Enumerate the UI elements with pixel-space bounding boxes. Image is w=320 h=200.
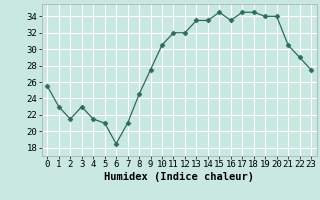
X-axis label: Humidex (Indice chaleur): Humidex (Indice chaleur) [104,172,254,182]
